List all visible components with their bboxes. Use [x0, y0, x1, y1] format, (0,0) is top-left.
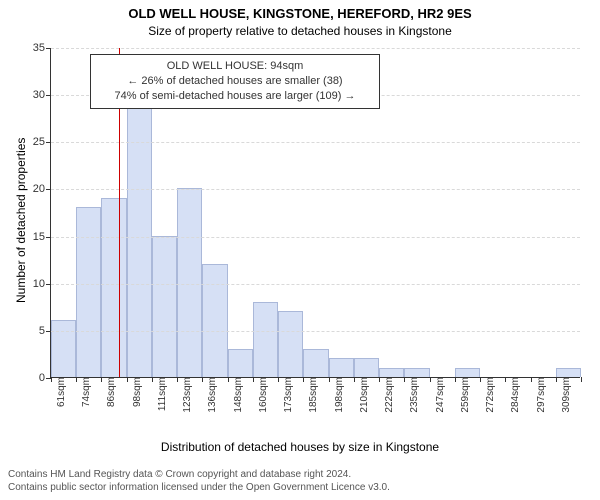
xtick-label: 111sqm [155, 377, 168, 411]
annotation-line-3: 74% of semi-detached houses are larger (… [101, 89, 369, 104]
xtick-mark [278, 377, 279, 382]
histogram-bar [202, 264, 227, 377]
xtick-label: 136sqm [205, 377, 218, 413]
ytick-label: 5 [39, 325, 51, 337]
ytick-label: 10 [33, 278, 51, 290]
gridline [51, 48, 580, 49]
annotation-line-1: OLD WELL HOUSE: 94sqm [101, 59, 369, 74]
histogram-bar [51, 320, 76, 377]
ytick-label: 0 [39, 372, 51, 384]
annotation-box: OLD WELL HOUSE: 94sqm ← 26% of detached … [90, 54, 380, 109]
footer-text: Contains HM Land Registry data © Crown c… [8, 468, 390, 494]
chart-subtitle: Size of property relative to detached ho… [0, 24, 600, 38]
xtick-label: 74sqm [79, 377, 92, 407]
chart-title: OLD WELL HOUSE, KINGSTONE, HEREFORD, HR2… [0, 6, 600, 21]
xtick-mark [228, 377, 229, 382]
histogram-bar [329, 358, 354, 377]
footer-line-2: Contains public sector information licen… [8, 481, 390, 494]
histogram-bar [379, 368, 404, 377]
gridline [51, 331, 580, 332]
xtick-mark [480, 377, 481, 382]
xtick-label: 297sqm [534, 377, 547, 413]
xtick-mark [101, 377, 102, 382]
ytick-label: 30 [33, 89, 51, 101]
xtick-label: 235sqm [407, 377, 420, 413]
histogram-bar [253, 302, 278, 377]
histogram-bar [303, 349, 328, 377]
xtick-mark [127, 377, 128, 382]
histogram-bar [127, 104, 152, 377]
xtick-label: 148sqm [231, 377, 244, 413]
xtick-mark [202, 377, 203, 382]
footer-line-1: Contains HM Land Registry data © Crown c… [8, 468, 390, 481]
xtick-label: 259sqm [458, 377, 471, 413]
gridline [51, 142, 580, 143]
xtick-label: 309sqm [559, 377, 572, 413]
xtick-label: 61sqm [54, 377, 67, 407]
xtick-mark [354, 377, 355, 382]
x-axis-label: Distribution of detached houses by size … [0, 440, 600, 454]
xtick-mark [76, 377, 77, 382]
xtick-mark [404, 377, 405, 382]
histogram-bar [228, 349, 253, 377]
chart-container: OLD WELL HOUSE, KINGSTONE, HEREFORD, HR2… [0, 0, 600, 500]
xtick-mark [303, 377, 304, 382]
xtick-label: 173sqm [281, 377, 294, 413]
ytick-label: 15 [33, 231, 51, 243]
xtick-label: 284sqm [508, 377, 521, 413]
histogram-bar [404, 368, 429, 377]
xtick-mark [177, 377, 178, 382]
histogram-bar [101, 198, 126, 377]
xtick-label: 247sqm [433, 377, 446, 413]
xtick-label: 272sqm [483, 377, 496, 413]
histogram-bar [152, 236, 177, 377]
xtick-mark [329, 377, 330, 382]
xtick-label: 210sqm [357, 377, 370, 413]
xtick-mark [253, 377, 254, 382]
gridline [51, 284, 580, 285]
ytick-label: 20 [33, 183, 51, 195]
gridline [51, 189, 580, 190]
xtick-mark [51, 377, 52, 382]
xtick-label: 222sqm [382, 377, 395, 413]
histogram-bar [556, 368, 581, 377]
xtick-label: 160sqm [256, 377, 269, 413]
xtick-mark [455, 377, 456, 382]
histogram-bar [278, 311, 303, 377]
xtick-mark [379, 377, 380, 382]
annotation-line-2: ← 26% of detached houses are smaller (38… [101, 74, 369, 89]
xtick-mark [531, 377, 532, 382]
xtick-mark [505, 377, 506, 382]
xtick-label: 198sqm [332, 377, 345, 413]
xtick-mark [430, 377, 431, 382]
xtick-label: 123sqm [180, 377, 193, 413]
xtick-mark [556, 377, 557, 382]
xtick-label: 86sqm [104, 377, 117, 407]
histogram-bar [354, 358, 379, 377]
gridline [51, 237, 580, 238]
ytick-label: 25 [33, 136, 51, 148]
ytick-label: 35 [33, 42, 51, 54]
y-axis-label: Number of detached properties [14, 138, 28, 303]
xtick-label: 185sqm [306, 377, 319, 413]
xtick-mark [581, 377, 582, 382]
histogram-bar [76, 207, 101, 377]
xtick-label: 98sqm [130, 377, 143, 407]
xtick-mark [152, 377, 153, 382]
histogram-bar [455, 368, 480, 377]
